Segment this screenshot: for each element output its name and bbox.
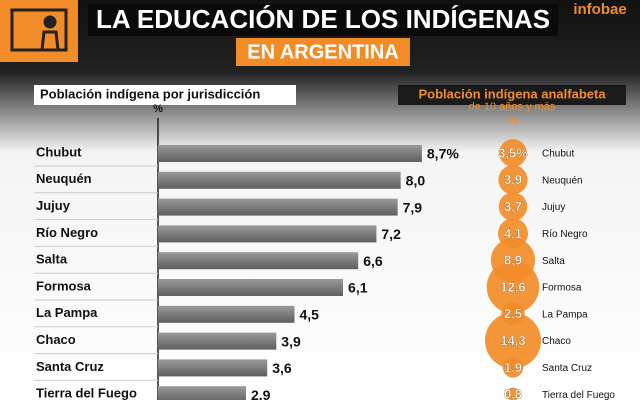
- brand: infobae: [573, 1, 626, 18]
- bar: [158, 386, 246, 400]
- category-label: Santa Cruz: [36, 359, 104, 374]
- category-label: Formosa: [36, 278, 92, 293]
- bubble: [485, 312, 541, 369]
- category-label: Tierra del Fuego: [542, 390, 615, 400]
- category-label: Formosa: [542, 283, 582, 294]
- value-label: 3,9: [281, 333, 301, 349]
- category-label: Salta: [36, 252, 68, 267]
- category-label: Chaco: [36, 332, 76, 347]
- value-label: 8,0: [406, 173, 426, 189]
- category-label: Neuquén: [36, 171, 92, 186]
- value-label: 3,9: [504, 172, 522, 187]
- bar: [158, 359, 268, 377]
- value-label: 1,9: [504, 360, 522, 375]
- value-label: 4,1: [504, 226, 522, 241]
- icon: [10, 8, 68, 52]
- category-label: Santa Cruz: [542, 363, 592, 374]
- value-label: 8,9: [504, 253, 522, 268]
- bar: [158, 171, 401, 189]
- bar: [158, 225, 377, 243]
- category-label: Neuquén: [542, 175, 583, 186]
- bar: [158, 305, 295, 323]
- category-label: La Pampa: [36, 305, 98, 320]
- subtitle-band: [236, 38, 410, 66]
- bar: [158, 145, 422, 162]
- category-label: La Pampa: [542, 309, 588, 320]
- category-label: Jujuy: [36, 198, 71, 213]
- value-label: 6,1: [348, 280, 368, 296]
- category-label: Chubut: [542, 149, 574, 160]
- category-label: Tierra del Fuego: [36, 386, 137, 400]
- value-label: 4,5: [300, 307, 320, 323]
- value-label: 3,6: [272, 360, 292, 376]
- value-label: 3,5%: [498, 145, 528, 160]
- bubble-subtitle: de 10 años y más: [469, 101, 556, 113]
- title-band: [88, 4, 558, 36]
- category-label: Jujuy: [542, 202, 565, 213]
- bar: [158, 252, 359, 270]
- bubble: [498, 192, 528, 221]
- right-title-box: [398, 85, 626, 105]
- category-label: Salta: [542, 256, 565, 267]
- bubble: [506, 387, 520, 400]
- value-label: 7,2: [381, 226, 401, 242]
- bar-title: Población indígena por jurisdicción: [40, 86, 260, 101]
- subtitle: EN ARGENTINA: [247, 41, 398, 63]
- category-label: Chubut: [36, 144, 82, 159]
- bar: [158, 198, 398, 216]
- bubble: [502, 357, 524, 378]
- bubble-title: Población indígena analfabeta: [418, 86, 606, 101]
- value-label: 8,7%: [427, 146, 459, 162]
- value-label: 2,5: [504, 306, 522, 321]
- bubble: [498, 165, 528, 195]
- bubble: [486, 260, 540, 314]
- bar: [158, 279, 344, 296]
- bar: [158, 332, 277, 350]
- value-label: 2,9: [251, 387, 271, 400]
- value-label: 14,3: [500, 333, 525, 348]
- value-label: 6,6: [363, 253, 383, 269]
- category-label: Río Negro: [542, 229, 588, 240]
- category-label: Chaco: [542, 336, 571, 347]
- bar-unit: %: [153, 103, 163, 115]
- bubble-unit: %: [508, 115, 518, 127]
- value-label: 12,6: [500, 279, 525, 294]
- left-title-box: [34, 85, 296, 105]
- title: LA EDUCACIÓN DE LOS INDÍGENAS: [96, 4, 550, 34]
- category-label: Río Negro: [36, 225, 98, 240]
- value-label: 7,9: [403, 199, 423, 215]
- value-label: 3,7: [504, 199, 522, 214]
- value-label: 0,8: [504, 387, 522, 400]
- bubble: [499, 139, 527, 167]
